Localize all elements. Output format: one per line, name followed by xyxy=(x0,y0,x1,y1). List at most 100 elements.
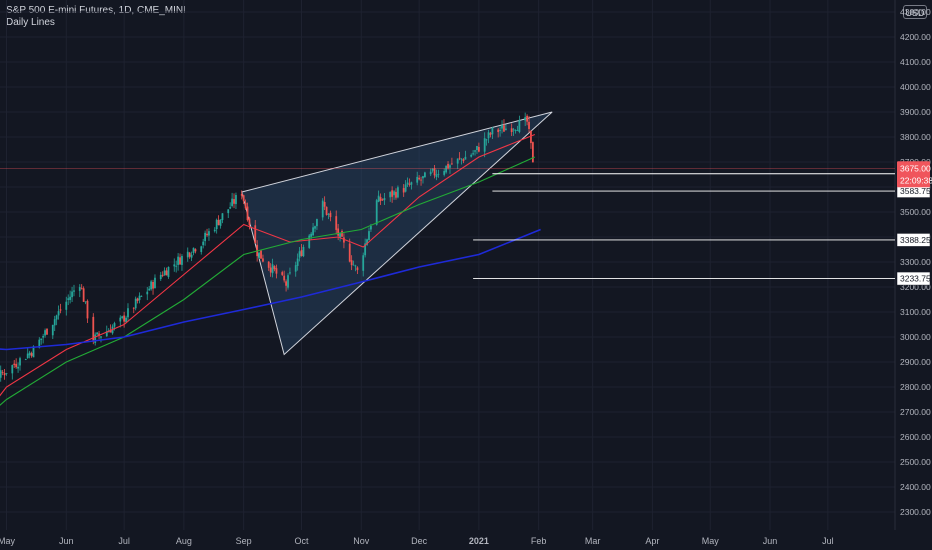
candle-body xyxy=(229,207,232,209)
candle-body xyxy=(273,266,276,270)
candle-body xyxy=(283,275,286,281)
candle-body xyxy=(370,226,372,230)
candle-body xyxy=(501,125,503,129)
price-axis[interactable]: 2300.00 2400.00 2500.00 2600.00 2700.00 2800.… xyxy=(900,7,931,517)
candle-body xyxy=(302,246,305,257)
candle-body xyxy=(254,225,257,243)
candle-body xyxy=(84,301,87,303)
candle-body xyxy=(300,250,303,256)
candle-body xyxy=(140,295,143,297)
candle-body xyxy=(364,243,367,256)
candle-body xyxy=(366,239,368,245)
y-tick-label: 3000.00 xyxy=(900,332,931,342)
time-axis[interactable]: May Jun Jul Aug Sep Oct Nov Dec 2021 Feb Mar Apr May… xyxy=(0,536,834,546)
candle-body xyxy=(0,370,2,378)
candle-body xyxy=(51,324,54,336)
y-tick-label: 3100.00 xyxy=(900,307,931,317)
candle-body xyxy=(86,300,89,319)
x-tick-label: Jun xyxy=(763,536,778,546)
candle-body xyxy=(487,132,490,139)
candle-body xyxy=(148,288,151,291)
candle-body xyxy=(136,298,139,302)
rising-wedge-annotation[interactable] xyxy=(241,111,553,356)
candle-body xyxy=(94,334,97,343)
candle-body xyxy=(248,218,251,225)
candle-body xyxy=(204,232,207,242)
candle-body xyxy=(42,335,45,338)
price-levels[interactable] xyxy=(0,167,895,280)
candle-body xyxy=(92,316,95,342)
candle-body xyxy=(323,201,326,207)
candle-body xyxy=(460,158,463,160)
candle-body xyxy=(477,146,480,152)
candle-body xyxy=(296,258,299,266)
countdown-label: 22:09:38 xyxy=(900,175,932,185)
y-tick-label: 3200.00 xyxy=(900,282,931,292)
candle-body xyxy=(526,115,528,122)
candle-body xyxy=(416,176,419,183)
candle-body xyxy=(119,317,122,322)
candle-body xyxy=(429,171,432,175)
candle-body xyxy=(206,233,208,236)
candle-body xyxy=(435,174,438,178)
y-tick-label: 2800.00 xyxy=(900,382,931,392)
x-tick-label: Jun xyxy=(59,536,74,546)
candle-body xyxy=(57,311,60,316)
candle-body xyxy=(431,168,434,171)
candle-body xyxy=(476,146,478,151)
candle-body xyxy=(179,257,181,265)
candle-body xyxy=(356,267,359,271)
candle-body xyxy=(472,153,475,155)
candle-body xyxy=(528,121,530,129)
x-tick-label: Jul xyxy=(822,536,834,546)
y-tick-label: 2500.00 xyxy=(900,457,931,467)
x-tick-label: Feb xyxy=(531,536,547,546)
candle-body xyxy=(19,358,21,366)
candle-body xyxy=(59,309,62,311)
candle-body xyxy=(82,288,85,302)
candle-body xyxy=(98,333,100,336)
candle-body xyxy=(470,154,473,157)
candle-body xyxy=(177,256,180,265)
candle-body xyxy=(73,290,75,292)
candle-body xyxy=(447,163,449,169)
candle-body xyxy=(127,308,129,318)
candle-body xyxy=(1,371,4,373)
candle-body xyxy=(109,329,112,333)
y-tick-label: 4200.00 xyxy=(900,32,931,42)
candle-body xyxy=(26,353,29,358)
candle-body xyxy=(445,165,448,173)
moving-averages xyxy=(0,133,541,406)
candle-body xyxy=(314,226,316,229)
candle-body xyxy=(231,198,233,206)
x-tick-label: Aug xyxy=(176,536,192,546)
candle-body xyxy=(150,281,153,290)
candle-body xyxy=(190,254,193,258)
wedge-shape xyxy=(241,111,553,356)
price-badges: 3653.003583.753388.253233.753675.0022:09… xyxy=(896,161,932,286)
indicator-label[interactable]: Daily Lines xyxy=(6,17,55,28)
candle-body xyxy=(152,281,154,289)
candle-body xyxy=(518,119,521,132)
candle-body xyxy=(134,298,137,309)
candle-body xyxy=(377,195,380,202)
y-tick-label: 4100.00 xyxy=(900,57,931,67)
candle-body xyxy=(418,177,421,180)
candle-body xyxy=(132,307,135,309)
chart-title: S&P 500 E-mini Futures, 1D, CME_MINI xyxy=(6,5,186,16)
candle-body xyxy=(287,275,289,288)
x-tick-label: Jul xyxy=(118,536,130,546)
candle-body xyxy=(443,170,446,175)
currency-button[interactable]: USD xyxy=(903,5,927,19)
x-tick-label: Apr xyxy=(645,536,659,546)
candle-body xyxy=(227,209,230,214)
y-tick-label: 3300.00 xyxy=(900,257,931,267)
candle-body xyxy=(327,214,330,216)
candle-body xyxy=(244,202,247,209)
candle-body xyxy=(40,338,43,340)
candle-body xyxy=(17,366,19,369)
candle-body xyxy=(512,129,515,131)
candle-body xyxy=(464,156,467,160)
candle-body xyxy=(163,270,166,276)
